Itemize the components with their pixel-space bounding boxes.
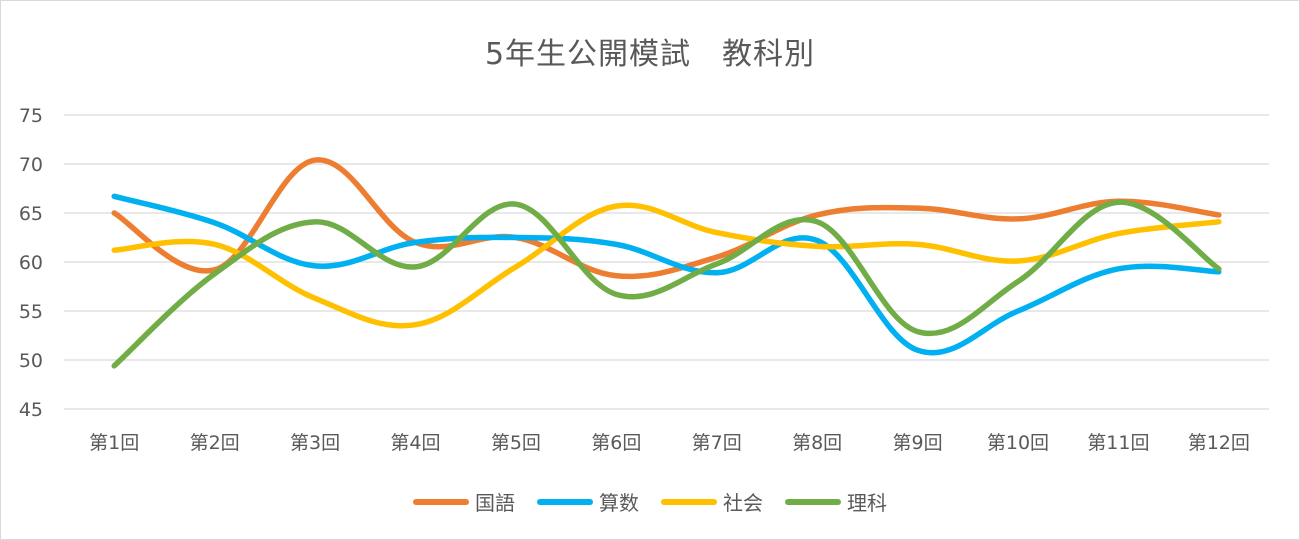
x-tick-label: 第2回 (190, 432, 240, 454)
x-tick-label: 第6回 (591, 432, 641, 454)
legend-item: 理科 (785, 487, 887, 516)
x-tick-label: 第12回 (1188, 432, 1250, 454)
series-line-国語 (111, 157, 1222, 280)
x-tick-label: 第5回 (491, 432, 541, 454)
legend-item: 算数 (537, 487, 639, 516)
chart-title: 5年生公開模試 教科別 (484, 37, 816, 72)
x-tick-label: 第8回 (792, 432, 842, 454)
legend-label: 理科 (847, 491, 887, 515)
x-tick-label: 第11回 (1087, 432, 1149, 454)
legend-swatch (537, 498, 593, 505)
y-tick-label: 45 (19, 399, 43, 421)
legend-item: 国語 (413, 487, 515, 516)
legend-item: 社会 (661, 487, 763, 516)
y-tick-label: 55 (19, 301, 43, 323)
legend-label: 算数 (599, 491, 639, 515)
y-tick-label: 75 (19, 105, 43, 127)
x-tick-label: 第1回 (89, 432, 139, 454)
y-tick-label: 70 (19, 154, 43, 176)
legend: 国語 算数 社会 理科 (1, 487, 1299, 516)
legend-label: 社会 (723, 491, 763, 515)
series-line-社会 (111, 202, 1222, 329)
x-tick-label: 第3回 (290, 432, 340, 454)
y-tick-label: 50 (19, 350, 43, 372)
series-line-算数 (111, 193, 1222, 356)
legend-swatch (661, 498, 717, 505)
y-tick-label: 65 (19, 203, 43, 225)
legend-swatch (785, 498, 841, 505)
x-tick-label: 第9回 (892, 432, 942, 454)
series-line-理科 (111, 199, 1222, 369)
legend-label: 国語 (475, 491, 515, 515)
x-tick-label: 第10回 (987, 432, 1049, 454)
x-tick-label: 第4回 (390, 432, 440, 454)
legend-swatch (413, 498, 469, 505)
y-tick-label: 60 (19, 252, 43, 274)
x-tick-label: 第7回 (692, 432, 742, 454)
